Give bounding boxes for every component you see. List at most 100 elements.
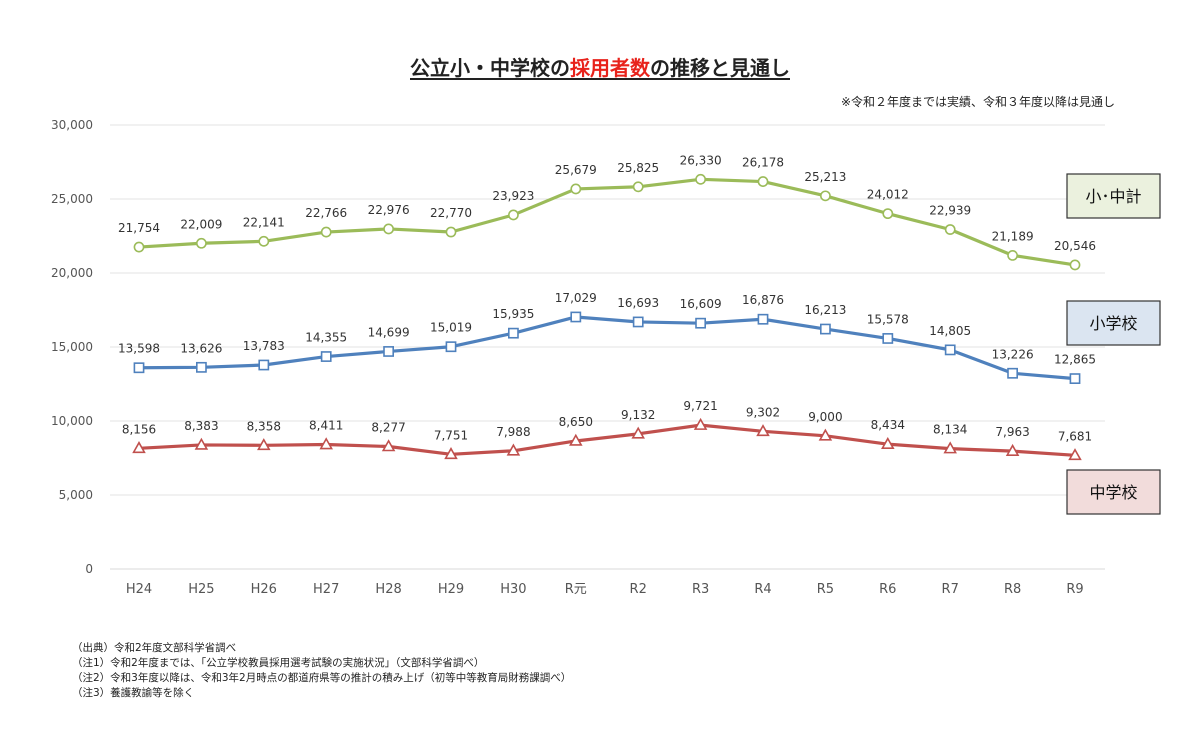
data-label: 22,009	[180, 217, 222, 231]
note-2: （注2）令和3年度以降は、令和3年2月時点の都道府県等の推計の積み上げ（初等中等…	[72, 672, 572, 684]
x-tick-label: R6	[879, 582, 896, 597]
data-label: 17,029	[555, 291, 597, 305]
data-point	[944, 344, 956, 356]
data-label: 15,935	[492, 307, 534, 321]
data-label: 9,721	[683, 399, 717, 413]
x-tick-label: R9	[1066, 582, 1083, 597]
series-1: 13,598 13,626 13,783 14,355 14,699 15,019 15,9…	[118, 291, 1096, 384]
data-point	[757, 176, 769, 187]
y-axis: 0 5,000 10,000 15,000 20,000 25,000 30,000	[51, 118, 93, 576]
x-tick-label: H25	[188, 582, 214, 597]
data-point	[693, 417, 708, 430]
x-tick-label: H29	[438, 582, 464, 597]
data-label: 15,019	[430, 321, 472, 335]
data-point	[320, 351, 332, 362]
series-name-box	[1066, 300, 1161, 346]
data-point	[818, 428, 833, 441]
data-label: 8,650	[559, 415, 593, 429]
x-tick-label: R元	[565, 582, 587, 597]
data-label: 26,178	[742, 156, 784, 170]
data-label: 8,156	[122, 422, 156, 436]
data-point	[881, 436, 895, 449]
x-tick-label: H30	[500, 582, 526, 597]
y-tick-label: 30,000	[51, 118, 93, 132]
data-label: 13,598	[118, 342, 160, 356]
series-0: 21,754 22,009 22,141 22,766 22,976 22,770 23,9…	[118, 153, 1096, 271]
data-label: 25,825	[617, 161, 659, 175]
data-label: 13,226	[992, 347, 1034, 361]
data-label: 14,805	[929, 324, 971, 338]
note-1: （注1）令和2年度までは、「公立学校教員採用選考試験の実施状況」（文部科学省調べ…	[72, 657, 485, 669]
x-tick-label: R5	[817, 582, 834, 597]
data-point	[257, 438, 271, 451]
y-tick-label: 5,000	[59, 488, 93, 502]
data-label: 7,963	[995, 425, 1029, 439]
data-point	[882, 333, 894, 344]
data-label: 23,923	[492, 189, 534, 203]
data-label: 22,766	[305, 206, 347, 220]
x-tick-label: H27	[313, 582, 339, 597]
data-label: 8,383	[184, 419, 218, 433]
data-label: 26,330	[680, 153, 722, 167]
data-label: 14,355	[305, 331, 347, 345]
gridlines	[110, 124, 1105, 570]
series-name-label: 小学校	[1089, 314, 1137, 333]
data-point	[570, 183, 582, 195]
data-point	[444, 447, 458, 460]
y-tick-label: 20,000	[51, 266, 93, 280]
data-point	[196, 361, 207, 373]
data-point	[1007, 367, 1018, 379]
data-point	[132, 441, 146, 454]
data-label: 20,546	[1054, 239, 1096, 253]
data-label: 9,302	[746, 405, 780, 419]
data-point	[320, 226, 332, 238]
series-name-box	[1066, 469, 1161, 515]
data-label: 24,012	[867, 188, 909, 202]
data-point	[445, 226, 457, 238]
chart-title: 公立小・中学校の採用者数の推移と見通し	[0, 52, 1200, 81]
title-part-1: 公立小・中学校の	[410, 56, 570, 80]
data-label: 13,783	[243, 339, 285, 353]
series-name-label: 小･中計	[1085, 187, 1141, 206]
title-highlight: 採用者数	[570, 56, 650, 80]
y-tick-label: 0	[85, 562, 93, 576]
x-axis: H24 H25 H26 H27 H28 H29 H30 R元 R2 R3 R4 R5 R6 R7 R8 R9	[126, 582, 1084, 597]
data-point	[381, 439, 396, 452]
x-tick-label: H24	[126, 582, 152, 597]
data-label: 14,699	[368, 325, 410, 339]
data-label: 8,134	[933, 423, 967, 437]
data-label: 22,141	[243, 215, 285, 229]
data-point	[1068, 448, 1082, 461]
data-point	[570, 311, 582, 323]
chart-subtitle: ※令和２年度までは実績、令和３年度以降は見通し	[840, 95, 1115, 109]
data-point	[631, 426, 645, 439]
y-tick-label: 15,000	[51, 340, 93, 354]
series-name-box	[1066, 173, 1161, 219]
x-tick-label: R3	[692, 582, 709, 597]
data-label: 7,751	[434, 428, 468, 442]
data-point	[507, 327, 519, 339]
series-line	[138, 315, 1076, 381]
data-label: 22,976	[368, 203, 410, 217]
data-label: 15,578	[867, 312, 909, 326]
data-point	[258, 235, 270, 247]
data-point	[195, 237, 207, 249]
data-point	[1007, 250, 1018, 261]
data-point	[133, 241, 145, 253]
data-point	[695, 173, 706, 185]
data-point	[258, 359, 270, 371]
data-point	[882, 208, 894, 220]
y-tick-label: 10,000	[51, 414, 93, 428]
data-label: 13,626	[180, 341, 222, 355]
x-tick-label: R8	[1004, 582, 1021, 597]
data-label: 16,693	[617, 296, 659, 310]
x-tick-label: R7	[942, 582, 959, 597]
data-label: 22,939	[929, 204, 971, 218]
series-group: 21,754 22,009 22,141 22,766 22,976 22,770 23,9…	[118, 153, 1096, 461]
data-point	[1069, 259, 1081, 271]
series-line	[138, 177, 1076, 267]
series-2: 8,156 8,383 8,358 8,411 8,277 7,751 7,988 8,650…	[122, 399, 1092, 461]
data-point	[508, 209, 519, 221]
